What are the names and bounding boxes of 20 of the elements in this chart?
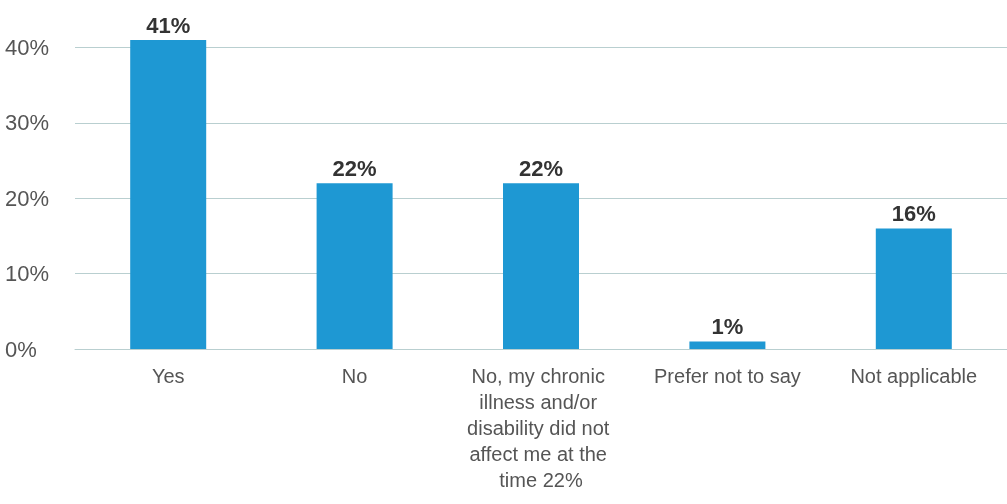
y-tick-label: 10% (5, 261, 50, 287)
data-label: 1% (711, 313, 744, 339)
y-tick-label: 30% (5, 110, 50, 136)
bar (316, 183, 393, 349)
bar (689, 341, 766, 349)
y-tick-label: 0% (5, 336, 37, 362)
x-tick-label: No, my chronic illness and/or disability did not affect me at the time 22% (467, 365, 615, 491)
data-label: 41% (146, 12, 191, 38)
x-tick-label: Not applicable (850, 365, 978, 387)
y-tick-label: 20% (5, 185, 50, 211)
data-label: 16% (891, 200, 936, 226)
x-tick-label: No (341, 365, 368, 387)
bar (130, 40, 207, 349)
data-label: 22% (518, 155, 564, 181)
y-tick-label: 40% (5, 35, 50, 61)
x-tick-label: Prefer not to say (654, 365, 801, 387)
bar (503, 183, 579, 349)
x-tick-label: Yes (151, 365, 185, 387)
data-label: 22% (332, 155, 377, 181)
bar (875, 228, 952, 349)
